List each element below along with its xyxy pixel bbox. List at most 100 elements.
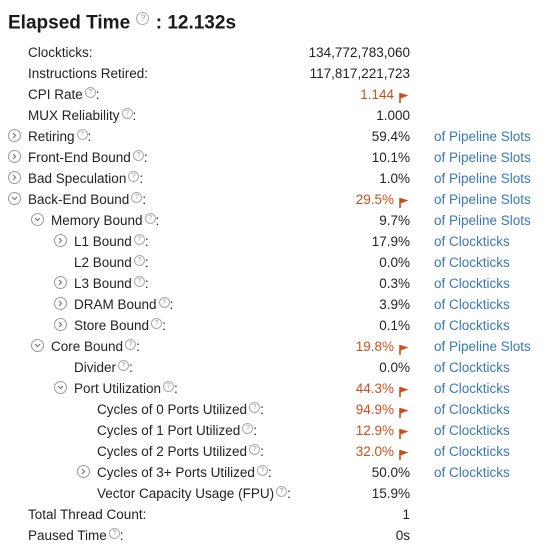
help-icon[interactable]: ? <box>118 359 130 371</box>
metric-row[interactable]: Retiring?: 59.4% of Pipeline Slots <box>0 126 547 147</box>
metric-row[interactable]: Back-End Bound?: 29.5% of Pipeline Slots <box>0 189 547 210</box>
chevron-right-icon[interactable] <box>77 465 90 478</box>
metric-label: Port Utilization?: <box>74 380 178 396</box>
metric-row[interactable]: Bad Speculation?: 1.0% of Pipeline Slots <box>0 168 547 189</box>
help-icon[interactable]: ? <box>133 233 145 245</box>
help-icon[interactable]: ? <box>242 422 254 434</box>
metric-label: Memory Bound?: <box>51 212 160 228</box>
metric-unit-link[interactable]: of Pipeline Slots <box>434 192 531 207</box>
label-colon: : <box>139 171 144 186</box>
metric-unit-link[interactable]: of Pipeline Slots <box>434 171 531 186</box>
metric-label: L1 Bound?: <box>74 233 149 249</box>
metric-unit-link[interactable]: of Clockticks <box>434 444 510 459</box>
metric-value: 1.000 <box>376 108 410 123</box>
metric-unit-link[interactable]: of Pipeline Slots <box>434 150 531 165</box>
metric-unit-link[interactable]: of Clockticks <box>434 423 510 438</box>
metric-label: Cycles of 3+ Ports Utilized?: <box>97 464 272 480</box>
metric-unit-link[interactable]: of Clockticks <box>434 381 510 396</box>
help-icon[interactable]: ? <box>276 485 288 497</box>
metric-value: 0.0% <box>379 255 410 270</box>
label-colon: : <box>267 465 272 480</box>
chevron-down-icon[interactable] <box>31 339 44 352</box>
metric-label: Cycles of 0 Ports Utilized?: <box>97 401 264 417</box>
metric-label: L2 Bound?: <box>74 254 149 270</box>
help-icon[interactable]: ? <box>125 338 137 350</box>
help-icon[interactable]: ? <box>108 527 120 539</box>
label-colon: : <box>119 528 124 543</box>
metric-row[interactable]: DRAM Bound?: 3.9% of Clockticks <box>0 294 547 315</box>
metric-value: 0.3% <box>379 276 410 291</box>
metric-row[interactable]: Store Bound?: 0.1% of Clockticks <box>0 315 547 336</box>
metric-row[interactable]: Memory Bound?: 9.7% of Pipeline Slots <box>0 210 547 231</box>
chevron-right-icon[interactable] <box>8 129 21 142</box>
metric-unit-link[interactable]: of Clockticks <box>434 255 510 270</box>
flag-icon <box>398 425 410 439</box>
flag-icon <box>398 341 410 355</box>
label-colon: : <box>174 381 178 396</box>
metric-label: Store Bound?: <box>74 317 166 333</box>
help-icon[interactable]: ? <box>136 12 150 25</box>
help-icon[interactable]: ? <box>121 107 133 119</box>
label-colon: : <box>143 150 148 165</box>
metric-value: 1 <box>402 507 410 522</box>
metric-label: Paused Time?: <box>28 527 124 543</box>
metric-unit-link[interactable]: of Clockticks <box>434 402 510 417</box>
metric-value: 32.0% <box>355 444 394 459</box>
help-icon[interactable]: ? <box>128 170 140 182</box>
help-icon[interactable]: ? <box>163 380 175 392</box>
metric-unit-link[interactable]: of Pipeline Slots <box>434 213 531 228</box>
help-icon[interactable]: ? <box>249 443 261 455</box>
help-icon[interactable]: ? <box>132 149 144 161</box>
chevron-down-icon[interactable] <box>54 381 67 394</box>
chevron-right-icon[interactable] <box>8 171 21 184</box>
metric-unit-link[interactable]: of Clockticks <box>434 360 510 375</box>
metric-row[interactable]: Cycles of 3+ Ports Utilized?: 50.0% of Clo… <box>0 462 547 483</box>
label-colon: : <box>155 213 160 228</box>
metric-row[interactable]: L1 Bound?: 17.9% of Clockticks <box>0 231 547 252</box>
help-icon[interactable]: ? <box>84 86 96 98</box>
chevron-right-icon[interactable] <box>54 276 67 289</box>
help-icon[interactable]: ? <box>133 275 145 287</box>
metric-value: 10.1% <box>371 150 410 165</box>
metric-label: Retiring?: <box>28 128 92 144</box>
help-icon[interactable]: ? <box>144 212 156 224</box>
chevron-down-icon[interactable] <box>8 192 21 205</box>
metric-unit-link[interactable]: of Clockticks <box>434 276 510 291</box>
label-colon: : <box>142 192 147 207</box>
metric-unit-link[interactable]: of Pipeline Slots <box>434 129 531 144</box>
label-colon: : <box>144 276 149 291</box>
chevron-right-icon[interactable] <box>54 297 67 310</box>
metric-row: Clockticks: 134,772,783,060 <box>0 42 547 63</box>
metric-unit-link[interactable]: of Clockticks <box>434 318 510 333</box>
elapsed-time-title: Elapsed Time ? : 12.132s <box>8 12 236 34</box>
chevron-right-icon[interactable] <box>54 234 67 247</box>
metric-label: L3 Bound?: <box>74 275 149 291</box>
label-colon: : <box>287 486 291 501</box>
metric-label: MUX Reliability?: <box>28 107 137 123</box>
chevron-right-icon[interactable] <box>54 318 67 331</box>
chevron-right-icon[interactable] <box>8 150 21 163</box>
metric-row[interactable]: Front-End Bound?: 10.1% of Pipeline Slots <box>0 147 547 168</box>
metric-value: 17.9% <box>371 234 410 249</box>
help-icon[interactable]: ? <box>256 464 268 476</box>
label-colon: : <box>132 108 137 123</box>
metric-row[interactable]: Core Bound?: 19.8% of Pipeline Slots <box>0 336 547 357</box>
metric-unit-link[interactable]: of Clockticks <box>434 465 510 480</box>
metric-row: Instructions Retired: 117,817,221,723 <box>0 63 547 84</box>
chevron-down-icon[interactable] <box>31 213 44 226</box>
help-icon[interactable]: ? <box>249 401 261 413</box>
help-icon[interactable]: ? <box>76 128 88 140</box>
metric-row: L2 Bound?: 0.0% of Clockticks <box>0 252 547 273</box>
metric-row: Paused Time?: 0s <box>0 525 547 546</box>
metric-unit-link[interactable]: of Clockticks <box>434 234 510 249</box>
metric-row: Cycles of 0 Ports Utilized?: 94.9% of Cloc… <box>0 399 547 420</box>
help-icon[interactable]: ? <box>131 191 143 203</box>
help-icon[interactable]: ? <box>158 296 170 308</box>
help-icon[interactable]: ? <box>151 317 163 329</box>
metric-unit-link[interactable]: of Clockticks <box>434 297 510 312</box>
metric-unit-link[interactable]: of Pipeline Slots <box>434 339 531 354</box>
metric-row[interactable]: Port Utilization?: 44.3% of Clockticks <box>0 378 547 399</box>
help-icon[interactable]: ? <box>133 254 145 266</box>
label-colon: : <box>260 444 264 459</box>
metric-row[interactable]: L3 Bound?: 0.3% of Clockticks <box>0 273 547 294</box>
